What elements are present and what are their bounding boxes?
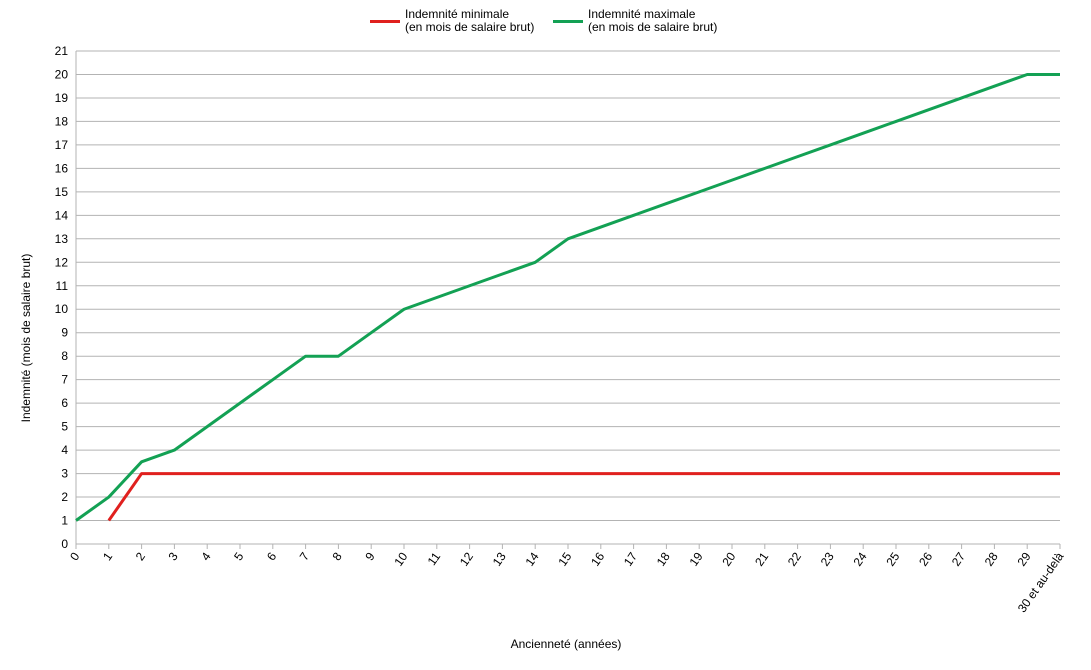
y-tick-label: 14	[55, 208, 69, 222]
data-line	[107, 472, 1060, 522]
x-tick-label: 18	[654, 549, 673, 568]
x-tick-label: 26	[916, 549, 935, 568]
x-tick-label: 21	[752, 549, 771, 568]
y-tick-label: 4	[61, 443, 68, 457]
legend-label: Indemnité minimale (en mois de salaire b…	[405, 7, 535, 34]
y-tick-label: 12	[55, 255, 69, 269]
legend-swatch	[553, 19, 583, 23]
x-tick-label: 16	[588, 549, 607, 568]
y-tick-label: 7	[61, 373, 68, 387]
x-tick-label: 8	[330, 549, 345, 563]
y-tick-label: 3	[61, 467, 68, 481]
x-tick-label: 12	[457, 549, 476, 568]
y-tick-label: 18	[55, 114, 69, 128]
x-tick-label: 15	[555, 549, 574, 568]
y-tick-label: 21	[55, 44, 69, 58]
data-line	[75, 72, 1060, 522]
x-tick-label: 13	[490, 549, 509, 568]
x-tick-label: 11	[425, 549, 444, 568]
legend-entry: Indemnité minimale (en mois de salaire b…	[370, 8, 534, 34]
y-tick-label: 9	[61, 326, 68, 340]
x-tick-label: 25	[883, 549, 902, 568]
x-tick-label: 14	[523, 549, 542, 568]
x-tick-label: 2	[133, 549, 148, 563]
y-tick-label: 16	[55, 161, 69, 175]
x-tick-label: 9	[362, 549, 377, 563]
y-tick-label: 13	[55, 232, 69, 246]
x-tick-label: 17	[621, 549, 640, 568]
y-tick-label: 6	[61, 396, 68, 410]
x-tick-label: 4	[198, 549, 213, 563]
x-tick-label: 24	[851, 549, 870, 568]
legend-swatch	[370, 19, 400, 23]
y-tick-label: 19	[55, 91, 69, 105]
x-tick-label: 5	[231, 549, 246, 563]
y-tick-label: 11	[56, 279, 69, 293]
x-tick-label: 20	[719, 549, 738, 568]
x-tick-label: 27	[949, 549, 968, 568]
x-tick-label: 22	[785, 549, 804, 568]
x-tick-label: 3	[166, 549, 181, 563]
x-axis-title: Ancienneté (années)	[511, 637, 622, 651]
x-tick-label: 28	[982, 549, 1001, 568]
x-tick-label: 29	[1015, 549, 1034, 568]
y-tick-label: 8	[61, 349, 68, 363]
y-tick-label: 15	[55, 185, 69, 199]
y-tick-label: 20	[55, 67, 69, 81]
y-tick-label: 1	[61, 514, 68, 528]
y-tick-label: 10	[55, 302, 69, 316]
x-tick-label: 7	[297, 549, 312, 563]
legend-label: Indemnité maximale (en mois de salaire b…	[588, 7, 718, 34]
legend-entry: Indemnité maximale (en mois de salaire b…	[553, 8, 717, 34]
x-tick-label: 6	[264, 549, 279, 563]
y-tick-label: 5	[61, 420, 68, 434]
x-tick-label: 0	[67, 549, 82, 563]
x-tick-label: 23	[818, 549, 837, 568]
x-tick-label: 10	[391, 549, 410, 568]
x-tick-label: 19	[687, 549, 706, 568]
y-axis-title: Indemnité (mois de salaire brut)	[19, 254, 33, 423]
y-tick-label: 2	[61, 490, 68, 504]
y-tick-label: 0	[61, 537, 68, 551]
y-tick-label: 17	[55, 138, 69, 152]
x-tick-label: 1	[100, 549, 115, 563]
